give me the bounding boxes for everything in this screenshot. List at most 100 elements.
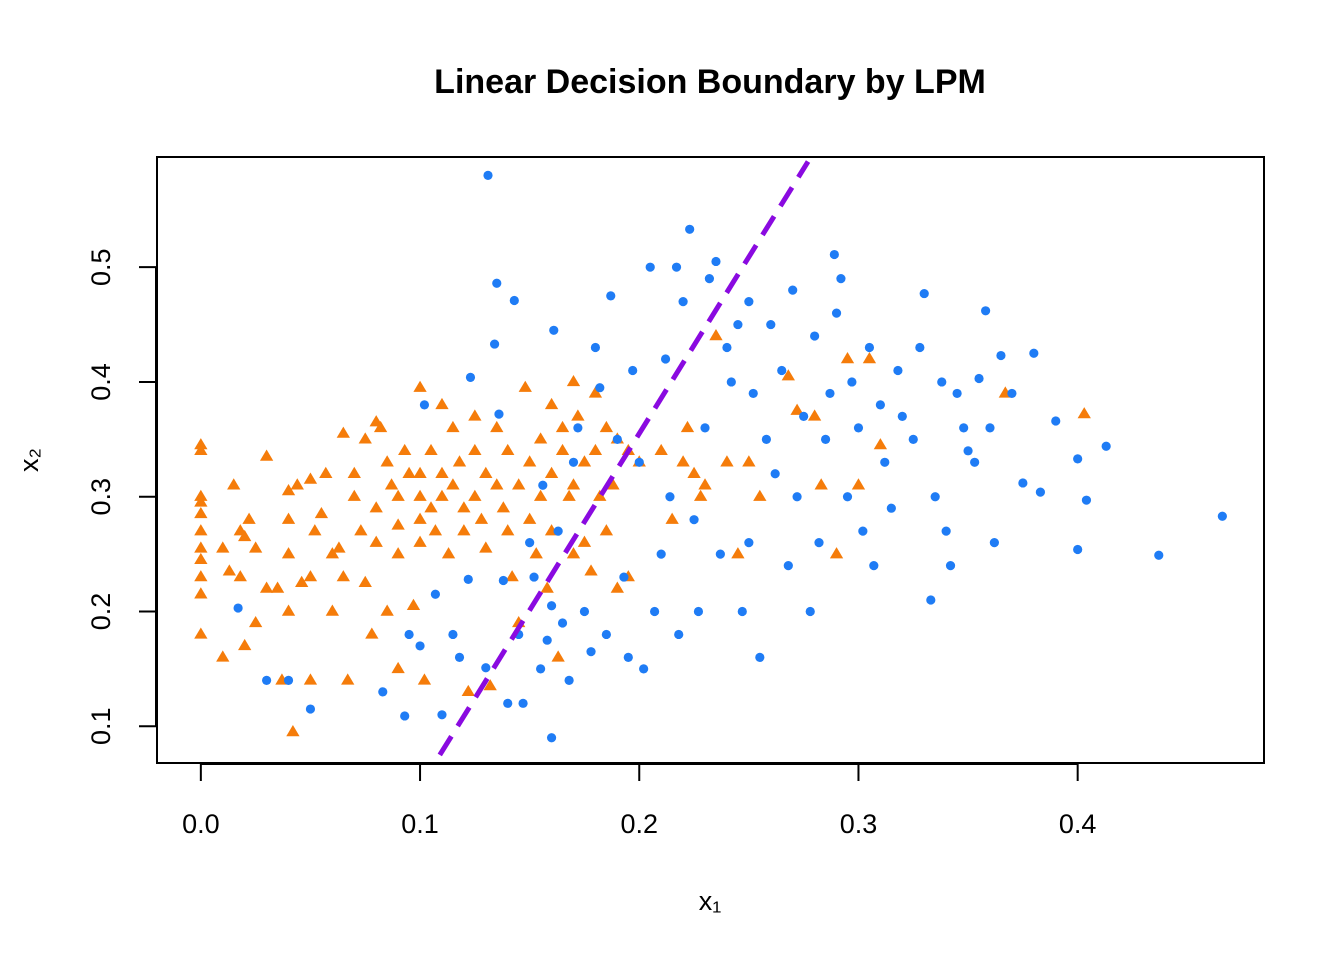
class0-triangle-point: [544, 397, 559, 410]
class0-triangle-point: [413, 380, 427, 392]
class0-triangle-point: [479, 541, 493, 553]
class0-triangle-point: [281, 512, 296, 524]
class0-triangle-point: [194, 552, 208, 565]
class1-circle-point: [454, 652, 465, 663]
class0-triangle-point: [194, 627, 208, 639]
class0-triangle-point: [680, 420, 695, 433]
class0-triangle-point: [325, 604, 340, 616]
class1-circle-point: [660, 354, 671, 364]
y-tick-label: 0.5: [86, 248, 116, 286]
class0-triangle-point: [424, 443, 438, 456]
class0-triangle-point: [544, 466, 559, 478]
class1-circle-point: [930, 492, 940, 502]
class0-triangle-point: [259, 449, 274, 461]
class1-circle-point: [1035, 487, 1046, 497]
class0-triangle-point: [479, 466, 493, 478]
class0-triangle-point: [654, 443, 668, 456]
class1-circle-point: [974, 373, 984, 384]
class1-circle-point: [1073, 544, 1083, 555]
class0-triangle-point: [373, 420, 388, 433]
class1-circle-point: [494, 409, 504, 419]
class0-triangle-point: [781, 369, 795, 381]
class1-circle-point: [959, 423, 969, 433]
class0-triangle-point: [512, 478, 526, 490]
class1-circle-point: [529, 572, 539, 582]
class0-triangle-point: [698, 478, 712, 490]
class0-triangle-point: [862, 352, 877, 364]
class1-circle-point: [1154, 550, 1164, 560]
class1-circle-point: [945, 560, 956, 571]
class1-circle-point: [847, 377, 857, 387]
class1-circle-point: [915, 342, 925, 353]
class0-triangle-point: [814, 478, 828, 490]
class1-circle-point: [564, 675, 574, 685]
class0-triangle-point: [687, 466, 701, 478]
class0-triangle-point: [523, 512, 537, 524]
class1-circle-point: [886, 503, 896, 513]
class0-triangle-point: [391, 518, 405, 530]
class1-circle-point: [542, 635, 552, 645]
class1-circle-point: [579, 606, 590, 617]
decision-boundary-line: [437, 160, 811, 757]
y-tick-label: 0.4: [86, 363, 116, 401]
class0-triangle-point: [829, 547, 844, 559]
class0-triangle-point: [540, 581, 554, 593]
class0-triangle-point: [588, 386, 603, 398]
class1-circle-point: [400, 711, 410, 721]
class0-triangle-point: [354, 524, 368, 536]
class0-triangle-point: [358, 575, 372, 588]
class1-circle-point: [262, 675, 272, 685]
class1-circle-point: [623, 652, 633, 663]
class1-circle-point: [1029, 348, 1039, 358]
class0-triangle-point: [308, 524, 322, 536]
class1-circle-point: [415, 641, 425, 651]
class1-circle-point: [777, 365, 787, 376]
class1-circle-point: [908, 434, 918, 444]
class1-circle-point: [1081, 495, 1092, 505]
class0-triangle-point: [259, 581, 274, 593]
class1-circle-point: [233, 603, 243, 613]
class0-triangle-point: [347, 466, 361, 478]
class0-triangle-point: [533, 489, 548, 501]
class0-triangle-point: [571, 409, 585, 421]
class0-triangle-point: [303, 472, 318, 484]
class0-triangle-point: [216, 541, 230, 553]
class1-circle-point: [419, 400, 430, 410]
class0-triangle-point: [584, 564, 598, 576]
class1-circle-point: [799, 411, 809, 421]
class1-circle-point: [549, 325, 559, 335]
class0-triangle-point: [336, 570, 350, 582]
class0-triangle-point: [369, 501, 383, 513]
class0-triangle-point: [413, 512, 427, 524]
class0-triangle-point: [441, 547, 456, 559]
class0-triangle-point: [496, 501, 510, 513]
class0-triangle-point: [606, 478, 620, 490]
class0-triangle-point: [474, 512, 489, 524]
class1-circle-point: [595, 383, 605, 393]
class1-circle-point: [671, 262, 682, 272]
class1-circle-point: [893, 365, 903, 376]
class1-circle-point: [1007, 388, 1017, 399]
class0-triangle-point: [402, 466, 416, 478]
class0-triangle-point: [227, 478, 241, 490]
class1-circle-point: [525, 538, 535, 548]
class1-circle-point: [481, 663, 491, 673]
class1-circle-point: [783, 560, 793, 571]
class1-circle-point: [700, 423, 710, 433]
class0-triangle-point: [435, 466, 449, 478]
class0-triangle-point: [873, 438, 888, 450]
class0-triangle-point: [398, 443, 412, 456]
class1-circle-point: [748, 388, 758, 399]
class0-triangle-point: [446, 478, 460, 490]
class1-circle-point: [704, 274, 715, 284]
class0-triangle-point: [435, 489, 449, 501]
class0-triangle-point: [501, 524, 515, 536]
class0-triangle-point: [369, 535, 383, 547]
class0-triangle-point: [518, 380, 532, 392]
class1-circle-point: [1018, 478, 1028, 488]
x-tick-label: 0.2: [620, 809, 658, 839]
class1-circle-point: [722, 342, 732, 353]
class1-circle-point: [492, 278, 502, 288]
class1-circle-point: [726, 377, 736, 387]
class1-circle-point: [430, 589, 440, 599]
